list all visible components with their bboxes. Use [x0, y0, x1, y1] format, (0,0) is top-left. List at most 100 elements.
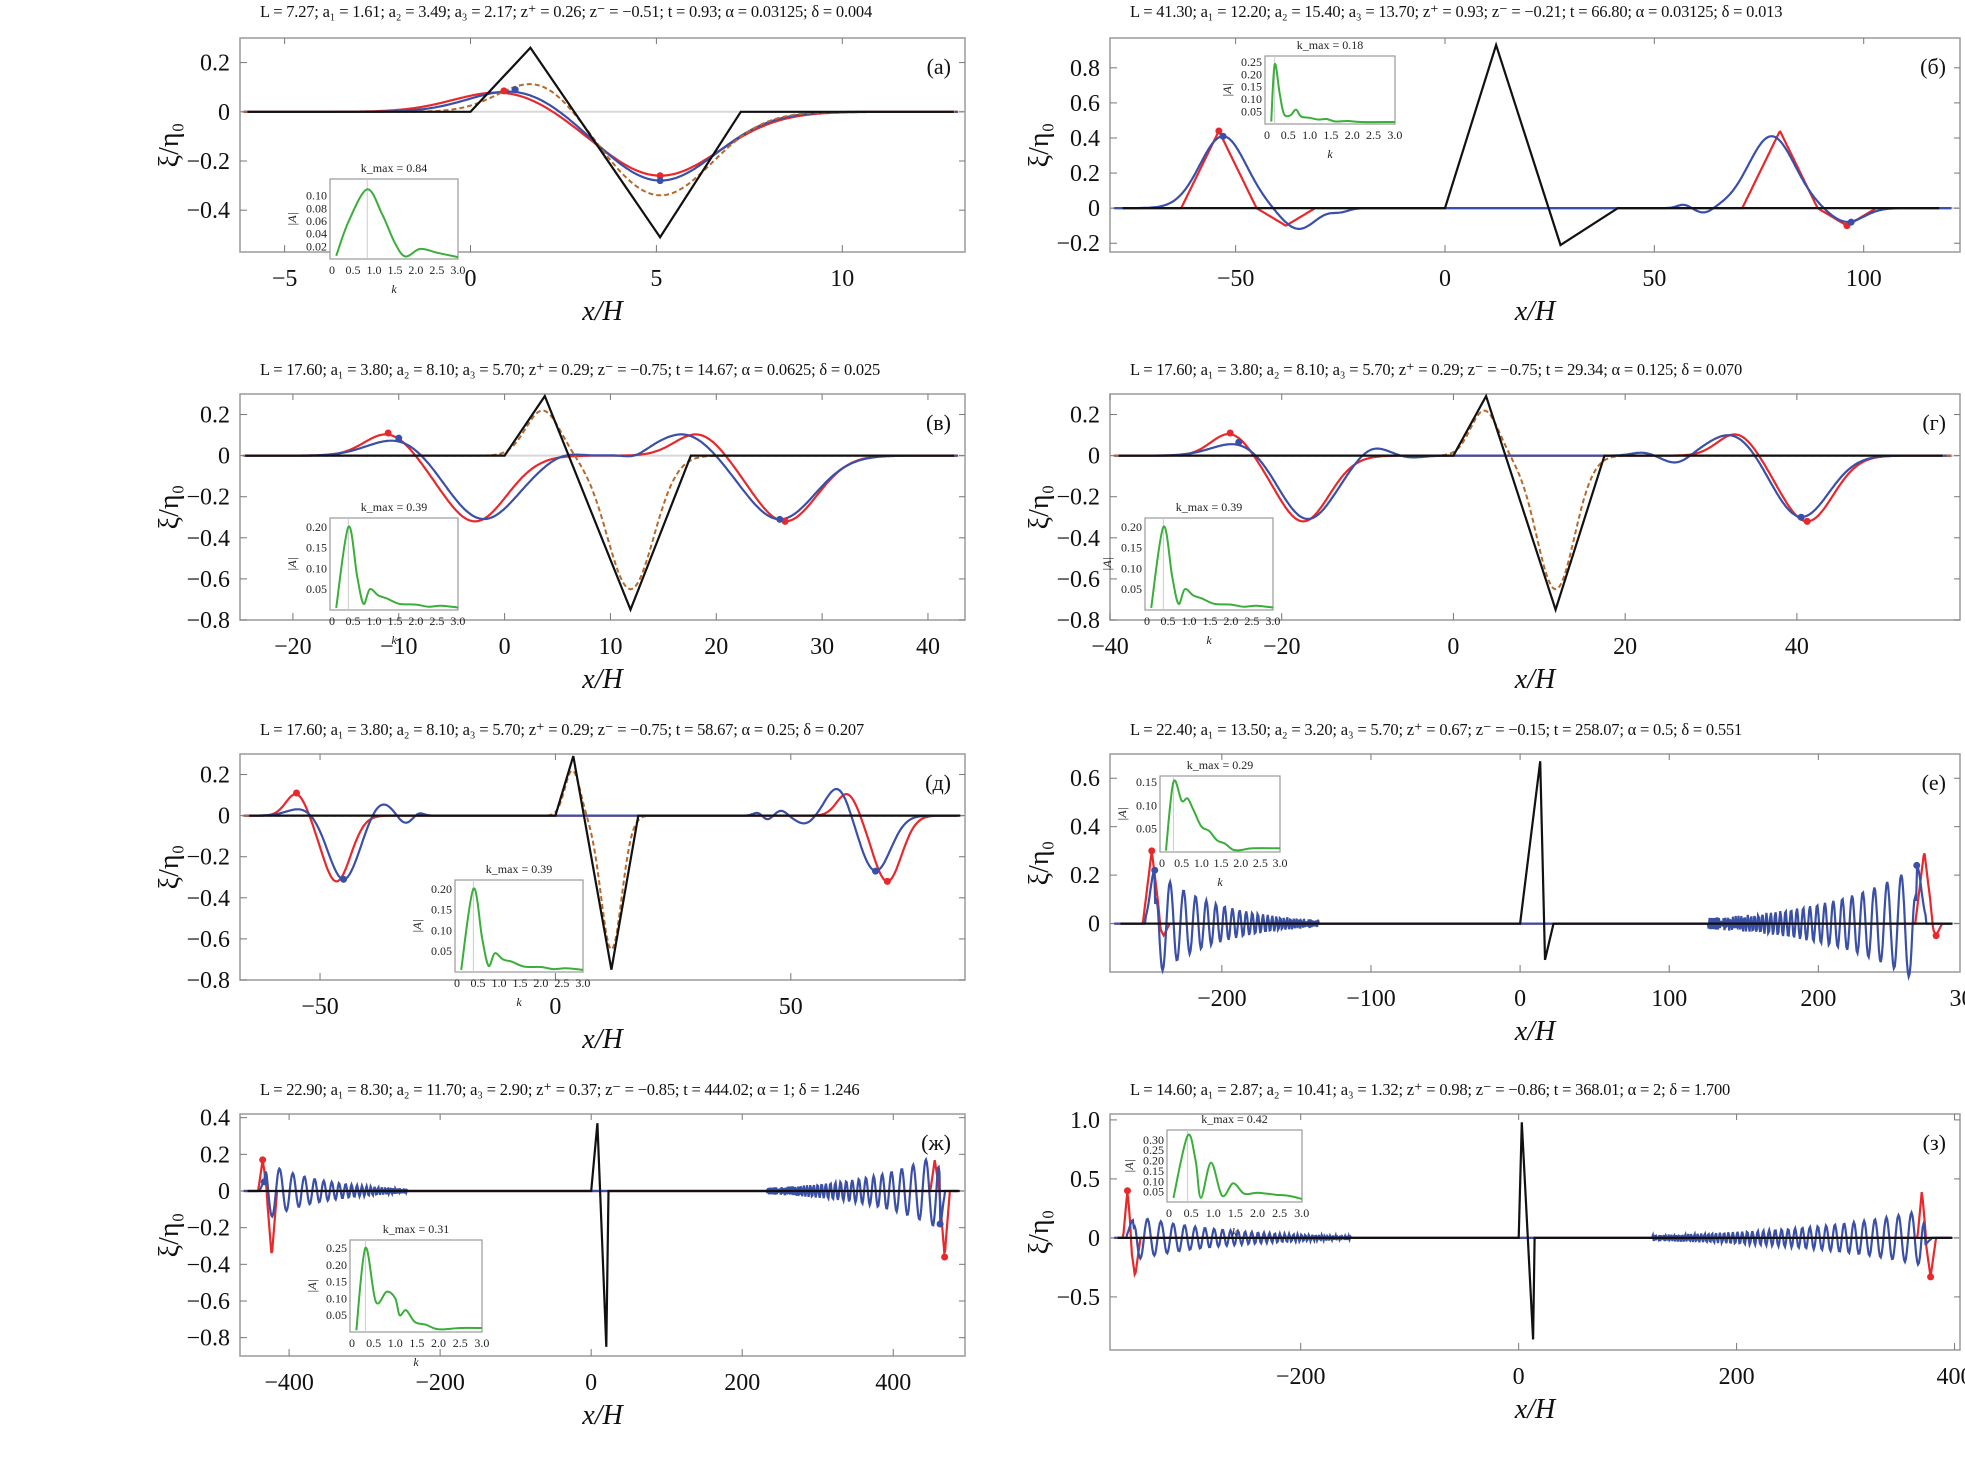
x-tick-label: −20 [274, 634, 312, 660]
inset-y-tick-label: 0.25 [1143, 1143, 1164, 1157]
inset-y-tick-label: 0.20 [1121, 520, 1142, 534]
marker-red [384, 429, 392, 437]
inset-y-tick-label: 0.15 [306, 541, 327, 555]
inset-x-tick-label: 1.5 [1202, 614, 1217, 628]
marker-blue [1219, 132, 1227, 140]
inset-x-tick-label: 3.0 [1294, 1206, 1309, 1220]
series-topography-line [1118, 393, 1943, 614]
panel-f: L = 22.40; a₁ = 13.50; a₂ = 3.20; a₃ = 5… [1024, 720, 1965, 1082]
inset-x-label: k [1327, 147, 1333, 161]
inset-y-tick-label: 0.20 [306, 520, 327, 534]
inset-y-tick-label: 0.10 [431, 923, 452, 937]
inset-x-tick-label: 2.0 [533, 976, 548, 990]
inset-x-tick-label: 1.0 [366, 614, 381, 628]
series-topography-line [245, 393, 955, 613]
inset-y-tick-label: 0.05 [1121, 582, 1142, 596]
inset-x-label: k [1232, 1225, 1238, 1239]
x-axis-label: x/H [581, 1024, 624, 1055]
x-tick-label: −200 [1276, 1364, 1326, 1390]
x-axis-label: x/H [1514, 1016, 1557, 1047]
inset-y-tick-label: 0.02 [306, 239, 327, 253]
inset-x-tick-label: 1.0 [1181, 614, 1196, 628]
y-tick-label: −0.5 [1056, 1285, 1100, 1311]
x-tick-label: 0 [499, 634, 511, 660]
inset-y-tick-label: 0.10 [326, 1291, 347, 1305]
plot-svg: −50 0 50 1000.80.60.40.20−0.2x/Hξ/η₀(б)k_ma… [1024, 37, 1961, 327]
spectrum-inset: k_max = 0.39 0.20 0.15 0.10 0.05 0 0.5 1.0 1.5 2.… [1100, 500, 1280, 647]
x-tick-label: 0 [1439, 266, 1451, 292]
marker-blue [936, 1220, 944, 1228]
marker-blue [1235, 438, 1243, 446]
inset-y-tick-label: 0.15 [1241, 80, 1262, 94]
inset-kmax-label: k_max = 0.39 [486, 862, 552, 876]
panel-tag: (б) [1920, 54, 1946, 79]
plot-frame [239, 37, 966, 253]
spectrum-inset: k_max = 0.42 0.300.250.200.150.100.050 0.5… [1122, 1112, 1309, 1239]
plot-svg: −400 −200 0 200 4000.40.20−0.2−0.4−0.6−0.8x/… [154, 1106, 966, 1431]
inset-y-tick-label: 0.15 [1136, 775, 1157, 789]
inset-y-label: |A| [285, 557, 299, 571]
inset-x-tick-label: 2.0 [431, 1336, 446, 1350]
inset-spectrum-line [1164, 779, 1281, 852]
inset-y-tick-label: 0.15 [431, 903, 452, 917]
inset-y-tick-label: 0.25 [326, 1241, 347, 1255]
inset-y-tick-label: 0.20 [1143, 1154, 1164, 1168]
plot-frame [1109, 393, 1961, 621]
inset-x-tick-label: 0 [329, 263, 335, 277]
panel-title: L = 17.60; a₁ = 3.80; a₂ = 8.10; a₃ = 5.… [260, 360, 881, 379]
inset-y-label: |A| [1115, 807, 1129, 821]
inset-x-tick-label: 2.0 [1223, 614, 1238, 628]
y-tick-label: −0.2 [186, 1216, 230, 1242]
x-tick-label: −20 [1263, 634, 1301, 660]
inset-x-label: k [413, 1355, 419, 1369]
x-tick-label: −200 [1197, 986, 1247, 1012]
x-tick-label: 40 [1785, 634, 1809, 660]
inset-x-tick-label: 2.5 [1253, 856, 1268, 870]
inset-x-tick-label: 1.0 [388, 1336, 403, 1350]
marker-red [781, 517, 789, 525]
inset-kmax-label: k_max = 0.31 [383, 1222, 449, 1236]
inset-kmax-label: k_max = 0.29 [1187, 758, 1253, 772]
spectrum-inset: k_max = 0.18 0.250.200.150.100.050 0.5 1.0 1… [1220, 38, 1402, 161]
panel-tag: (ж) [921, 1130, 951, 1155]
series-topography-line [247, 46, 954, 240]
inset-x-tick-label: 1.5 [387, 263, 402, 277]
y-tick-label: 0.5 [1070, 1167, 1100, 1193]
inset-y-label: |A| [410, 919, 424, 933]
y-tick-label: 0 [218, 804, 230, 830]
inset-x-tick-label: 2.0 [408, 263, 423, 277]
inset-x-tick-label: 3.0 [1387, 128, 1402, 142]
marker-blue [395, 434, 403, 442]
plot-svg: −5 0 5 10 0.2 0 −0.2 −0.4 x/H ξ/η₀ (a) k_max = 0.84… [154, 37, 966, 327]
y-tick-label: 1.0 [1070, 1108, 1100, 1134]
y-tick-label: 0.8 [1070, 56, 1100, 82]
x-tick-label: −50 [1217, 266, 1255, 292]
y-tick-label: 0 [218, 444, 230, 470]
inset-y-tick-label: 0.05 [431, 944, 452, 958]
series-blue-line [243, 90, 958, 182]
y-tick-label: 0 [1088, 444, 1100, 470]
x-tick-label: 200 [1800, 986, 1836, 1012]
y-tick-label: 0.2 [1070, 863, 1100, 889]
y-tick-label: −0.4 [186, 886, 230, 912]
plot-frame [239, 1113, 966, 1357]
y-axis-label: ξ/η₀ [154, 485, 185, 530]
inset-x-tick-label: 0 [1144, 614, 1150, 628]
inset-x-tick-label: 0.5 [345, 614, 360, 628]
y-tick-label: 0.6 [1070, 91, 1100, 117]
panel-tag: (г) [1922, 410, 1946, 435]
series-blue-line [1114, 1209, 1952, 1268]
inset-x-tick-label: 0.5 [1174, 856, 1189, 870]
inset-y-label: |A| [1122, 1159, 1136, 1173]
marker-blue [1797, 513, 1805, 521]
marker-blue [1913, 861, 1921, 869]
x-tick-label: −50 [301, 994, 339, 1020]
inset-kmax-label: k_max = 0.18 [1297, 38, 1363, 52]
inset-x-tick-label: 2.0 [1345, 128, 1360, 142]
inset-y-tick-label: 0.08 [306, 201, 327, 215]
panel-tag: (е) [1922, 770, 1946, 795]
inset-y-tick-label: 0.10 [306, 189, 327, 203]
y-tick-label: −0.6 [186, 927, 230, 953]
inset-frame [1166, 1129, 1303, 1203]
y-axis-label: ξ/η₀ [154, 1213, 185, 1258]
